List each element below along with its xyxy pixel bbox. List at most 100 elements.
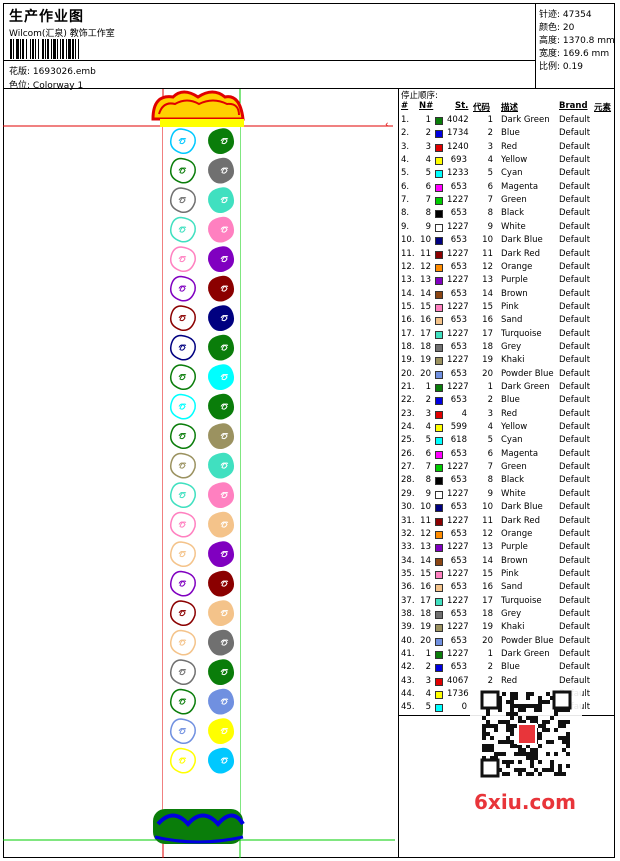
cell-st: 653 [450, 181, 467, 192]
cell-brand: Default [559, 515, 591, 526]
cell-n: 8 [425, 208, 431, 219]
paisley-motif [169, 452, 196, 479]
cell-n: 7 [425, 462, 431, 473]
cell-code: 2 [487, 128, 493, 139]
cell-n: 15 [420, 568, 431, 579]
sequence-row: 10. 10 653 10 Dark Blue Default [399, 235, 615, 248]
cell-desc: Magenta [501, 181, 539, 192]
cell-code: 15 [482, 568, 493, 579]
header-divider [3, 60, 536, 61]
color-swatch [435, 624, 443, 633]
cell-code: 4 [487, 422, 493, 433]
cell-idx: 7. [401, 195, 410, 206]
cell-brand: Default [559, 542, 591, 553]
cell-code: 19 [482, 622, 493, 633]
cell-brand: Default [559, 408, 591, 419]
paisley-motif [169, 688, 196, 715]
cell-code: 13 [482, 275, 493, 286]
cell-n: 6 [425, 181, 431, 192]
cell-brand: Default [559, 128, 591, 139]
color-swatch [435, 277, 443, 286]
cell-desc: Dark Green [501, 382, 550, 392]
cell-desc: Red [501, 141, 518, 152]
cell-idx: 36. [401, 582, 415, 593]
cell-desc: Powder Blue [501, 368, 554, 379]
color-swatch [435, 223, 443, 232]
cell-desc: Pink [501, 301, 519, 312]
cell-desc: Dark Red [501, 515, 541, 526]
paisley-motif [169, 423, 196, 450]
color-swatch [435, 317, 443, 326]
cell-st: 1227 [447, 649, 469, 659]
cell-desc: Green [501, 195, 527, 206]
cell-n: 1 [425, 115, 431, 125]
cell-desc: Dark Blue [501, 235, 543, 246]
svg-text:‹: ‹ [385, 120, 389, 130]
color-swatch [435, 170, 443, 179]
cell-brand: Default [559, 315, 591, 326]
cell-idx: 15. [401, 301, 415, 312]
cell-desc: Grey [501, 608, 522, 619]
stat-stitches: 针迹: 47354 [539, 10, 592, 20]
cell-st: 1233 [447, 168, 469, 179]
cell-st: 653 [450, 235, 467, 246]
cell-n: 3 [425, 408, 431, 419]
cell-code: 11 [482, 248, 493, 259]
cell-st: 1736 [447, 689, 469, 700]
paisley-motif [169, 541, 196, 568]
cell-n: 8 [425, 475, 431, 486]
sequence-row: 3. 3 1240 3 Red Default [399, 142, 615, 155]
color-swatch [435, 237, 443, 246]
paisley-motif [169, 570, 196, 597]
cell-idx: 19. [401, 355, 415, 366]
cell-code: 8 [487, 475, 493, 486]
cell-desc: Brown [501, 555, 528, 566]
col-header-index: # [401, 101, 409, 111]
top-border-embroidery [151, 90, 245, 127]
sequence-row: 31. 11 1227 11 Dark Red Default [399, 516, 615, 529]
cell-n: 1 [425, 649, 431, 659]
color-swatch [435, 357, 443, 366]
cell-brand: Default [559, 195, 591, 206]
cell-code: 18 [482, 608, 493, 619]
paisley-motif [208, 423, 235, 450]
sequence-row: 8. 8 653 8 Black Default [399, 208, 615, 221]
cell-n: 20 [420, 635, 431, 646]
cell-code: 12 [482, 528, 493, 539]
cell-n: 5 [425, 168, 431, 179]
cell-code: 14 [482, 555, 493, 566]
paisley-motif [169, 216, 196, 243]
cell-n: 19 [420, 355, 431, 366]
cell-desc: Cyan [501, 168, 523, 179]
paisley-motif [208, 128, 235, 155]
cell-code: 1 [487, 115, 493, 125]
paisley-motif [208, 393, 235, 420]
stat-height: 高度: 1370.8 mm [539, 36, 615, 46]
cell-st: 1227 [447, 568, 469, 579]
cell-n: 13 [420, 275, 431, 286]
cell-brand: Default [559, 595, 591, 606]
cell-desc: Grey [501, 341, 522, 352]
color-swatch [435, 610, 443, 619]
sequence-row: 41. 1 1227 1 Dark Green Default [399, 649, 615, 662]
cell-n: 12 [420, 528, 431, 539]
paisley-motif [169, 629, 196, 656]
cell-idx: 34. [401, 555, 415, 566]
sequence-row: 39. 19 1227 19 Khaki Default [399, 622, 615, 635]
color-swatch [435, 437, 443, 446]
color-swatch [435, 517, 443, 526]
color-swatch [435, 343, 443, 352]
cell-idx: 33. [401, 542, 415, 553]
cell-code: 9 [487, 488, 493, 499]
cell-desc: Yellow [501, 422, 528, 433]
color-swatch [435, 117, 443, 125]
cell-idx: 9. [401, 221, 410, 232]
sequence-row: 26. 6 653 6 Magenta Default [399, 449, 615, 462]
cell-desc: Orange [501, 261, 533, 272]
color-swatch [435, 410, 443, 419]
col-header-needle: N# [419, 101, 434, 111]
sequence-row: 38. 18 653 18 Grey Default [399, 609, 615, 622]
cell-brand: Default [559, 368, 591, 379]
color-swatch [435, 490, 443, 499]
cell-desc: Sand [501, 582, 523, 593]
